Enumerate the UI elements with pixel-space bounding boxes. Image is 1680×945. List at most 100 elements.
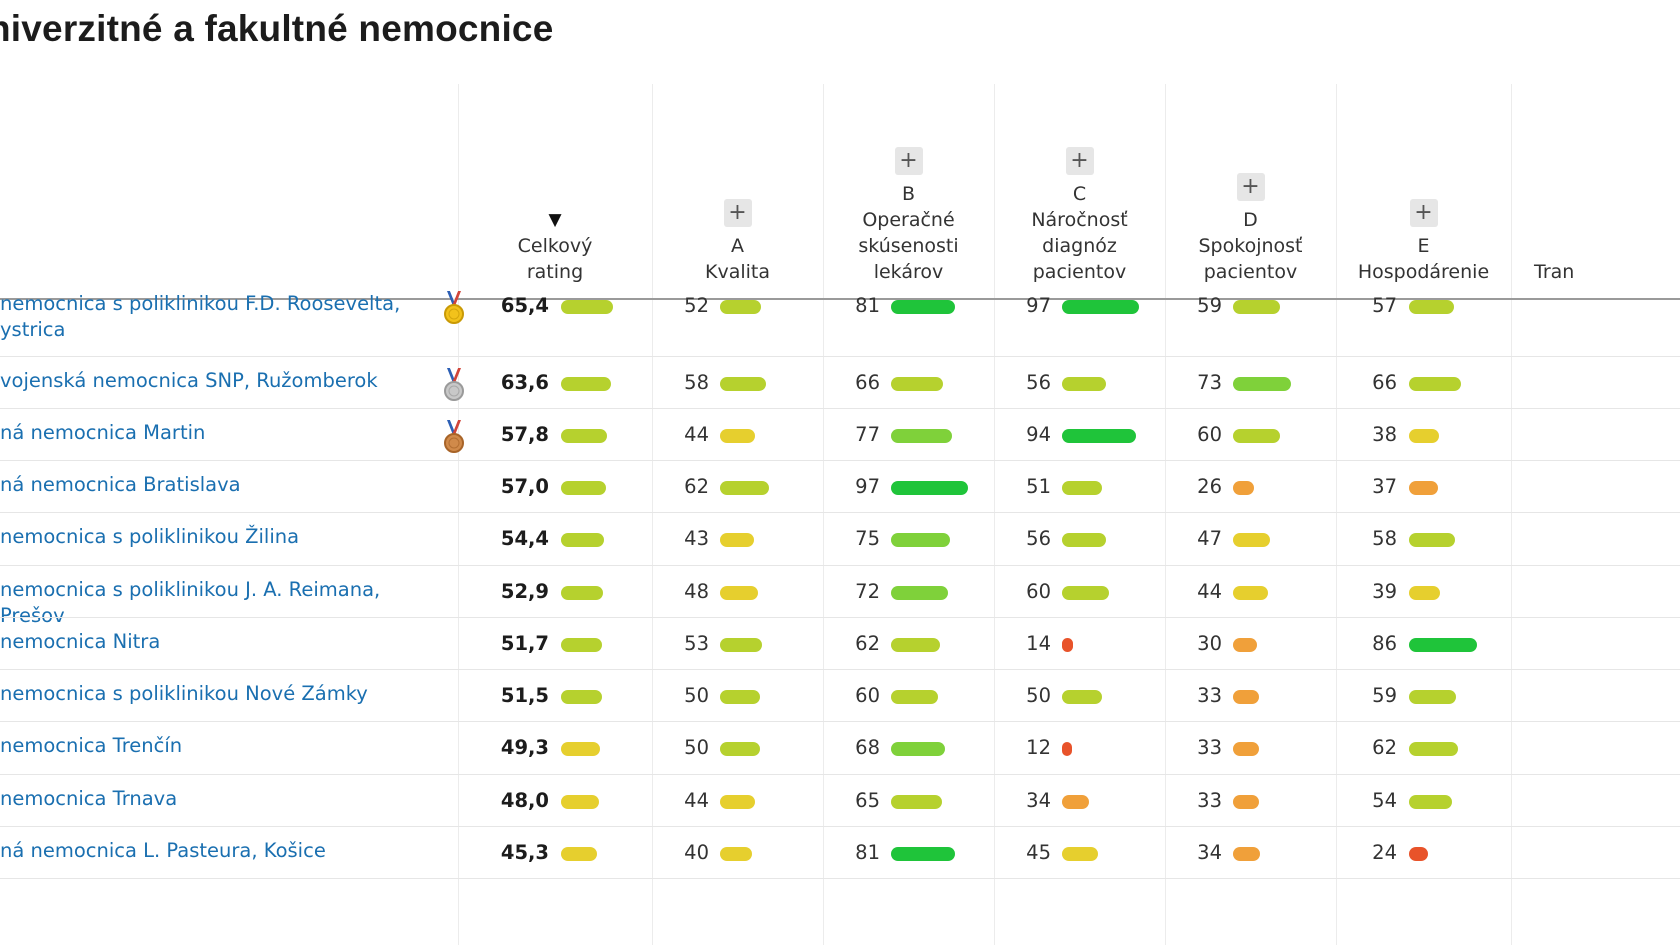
score-cell-c: 12 [994, 735, 1162, 761]
score-cell-total: 51,7 [458, 631, 661, 657]
score-cell-a: 43 [652, 526, 820, 552]
score-value: 40 [684, 841, 709, 864]
column-header-a[interactable]: + A Kvalita [652, 0, 823, 298]
hospital-name-link[interactable]: nemocnica s poliklinikou Nové Zámky [0, 682, 368, 705]
score-value: 38 [1372, 423, 1397, 446]
hospital-name-link[interactable]: ná nemocnica L. Pasteura, Košice [0, 839, 326, 862]
score-bar [720, 795, 755, 809]
score-cell-c: 50 [994, 683, 1162, 709]
score-bar [1062, 638, 1073, 652]
score-bar [891, 429, 952, 443]
expand-column-button[interactable]: + [1065, 147, 1094, 175]
table-row: nemocnica s poliklinikou Žilina 54,4 43 75 5… [0, 513, 1680, 566]
column-divider [1165, 84, 1166, 945]
score-cell-d: 59 [1165, 293, 1333, 319]
column-label: Kvalita [705, 261, 770, 283]
score-value: 50 [684, 736, 709, 759]
score-value: 37 [1372, 475, 1397, 498]
column-header-c[interactable]: + C Náročnosť diagnóz pacientov [994, 0, 1165, 298]
column-letter: A [731, 235, 744, 257]
total-rating-value: 57,8 [500, 423, 549, 446]
score-cell-d: 30 [1165, 631, 1333, 657]
column-letter: C [1072, 183, 1087, 205]
score-cell-a: 44 [652, 788, 820, 814]
score-cell-total: 65,4 [458, 293, 661, 319]
score-value: 58 [1372, 527, 1397, 550]
row-divider [0, 669, 1680, 670]
score-bar [1233, 586, 1268, 600]
score-cell-a: 48 [652, 579, 820, 605]
total-rating-value: 49,3 [500, 736, 549, 759]
score-cell-total: 57,8 [458, 422, 661, 448]
score-cell-c: 45 [994, 840, 1162, 866]
hospital-name-link[interactable]: nemocnica Nitra [0, 630, 161, 653]
table-row: nemocnica Trenčín 49,3 50 68 12 33 62 [0, 722, 1680, 775]
score-value: 97 [855, 475, 880, 498]
score-cell-b: 60 [823, 683, 991, 709]
score-value: 59 [1197, 294, 1222, 317]
score-cell-c: 34 [994, 788, 1162, 814]
score-value: 81 [855, 841, 880, 864]
score-value: 51 [1026, 475, 1051, 498]
column-header-e[interactable]: + E Hospodárenie [1336, 0, 1511, 298]
score-value: 45 [1026, 841, 1051, 864]
score-cell-e: 59 [1336, 683, 1509, 709]
hospital-name-link[interactable]: nemocnica s poliklinikou F.D. Roosevelta… [0, 292, 401, 341]
score-cell-d: 47 [1165, 526, 1333, 552]
score-bar [891, 377, 943, 391]
total-rating-value: 65,4 [500, 294, 549, 317]
row-divider [0, 460, 1680, 461]
score-value: 62 [1372, 736, 1397, 759]
score-bar [720, 533, 754, 547]
hospital-name-link[interactable]: nemocnica s poliklinikou J. A. Reimana, … [0, 578, 381, 627]
sort-desc-icon[interactable]: ▼ [548, 210, 562, 230]
hospital-name-link[interactable]: nemocnica Trnava [0, 787, 178, 810]
score-bar [891, 795, 942, 809]
expand-column-button[interactable]: + [723, 199, 752, 227]
expand-column-button[interactable]: + [1236, 173, 1265, 201]
column-header-d[interactable]: + D Spokojnosť pacientov [1165, 0, 1336, 298]
column-header-total[interactable]: ▼ Celkový rating [458, 0, 652, 298]
total-rating-value: 63,6 [500, 371, 549, 394]
hospital-name-link[interactable]: vojenská nemocnica SNP, Ružomberok [0, 369, 378, 392]
score-value: 52 [684, 294, 709, 317]
score-value: 50 [1026, 684, 1051, 707]
score-bar [561, 690, 602, 704]
score-bar [891, 586, 948, 600]
score-bar [720, 377, 766, 391]
score-bar [1409, 533, 1455, 547]
score-cell-total: 54,4 [458, 526, 661, 552]
score-bar [1409, 300, 1454, 314]
score-value: 86 [1372, 632, 1397, 655]
hospital-name-link[interactable]: ná nemocnica Martin [0, 421, 206, 444]
score-value: 97 [1026, 294, 1051, 317]
column-header-b[interactable]: + B Operačné skúsenosti lekárov [823, 0, 994, 298]
score-bar [1409, 847, 1428, 861]
score-bar [1233, 377, 1291, 391]
column-divider [994, 84, 995, 945]
column-header-f[interactable]: Tran [1511, 0, 1680, 298]
column-letter: B [901, 183, 916, 205]
score-bar [1233, 795, 1259, 809]
score-bar [561, 795, 599, 809]
row-divider [0, 617, 1680, 618]
row-divider [0, 878, 1680, 879]
table-row: nemocnica s poliklinikou J. A. Reimana, … [0, 566, 1680, 627]
header-divider [0, 298, 1680, 300]
score-bar [720, 586, 758, 600]
hospital-name-link[interactable]: nemocnica Trenčín [0, 734, 183, 757]
score-bar [891, 742, 945, 756]
expand-column-button[interactable]: + [1409, 199, 1438, 227]
expand-column-button[interactable]: + [894, 147, 923, 175]
score-cell-a: 44 [652, 422, 820, 448]
score-bar [720, 847, 752, 861]
score-cell-c: 60 [994, 579, 1162, 605]
column-label: Hospodárenie [1357, 261, 1490, 283]
score-bar [720, 429, 755, 443]
hospital-name-link[interactable]: nemocnica s poliklinikou Žilina [0, 525, 300, 548]
column-divider [823, 84, 824, 945]
hospital-name-link[interactable]: ná nemocnica Bratislava [0, 473, 241, 496]
score-value: 72 [855, 580, 880, 603]
score-bar [1062, 586, 1109, 600]
score-cell-d: 44 [1165, 579, 1333, 605]
